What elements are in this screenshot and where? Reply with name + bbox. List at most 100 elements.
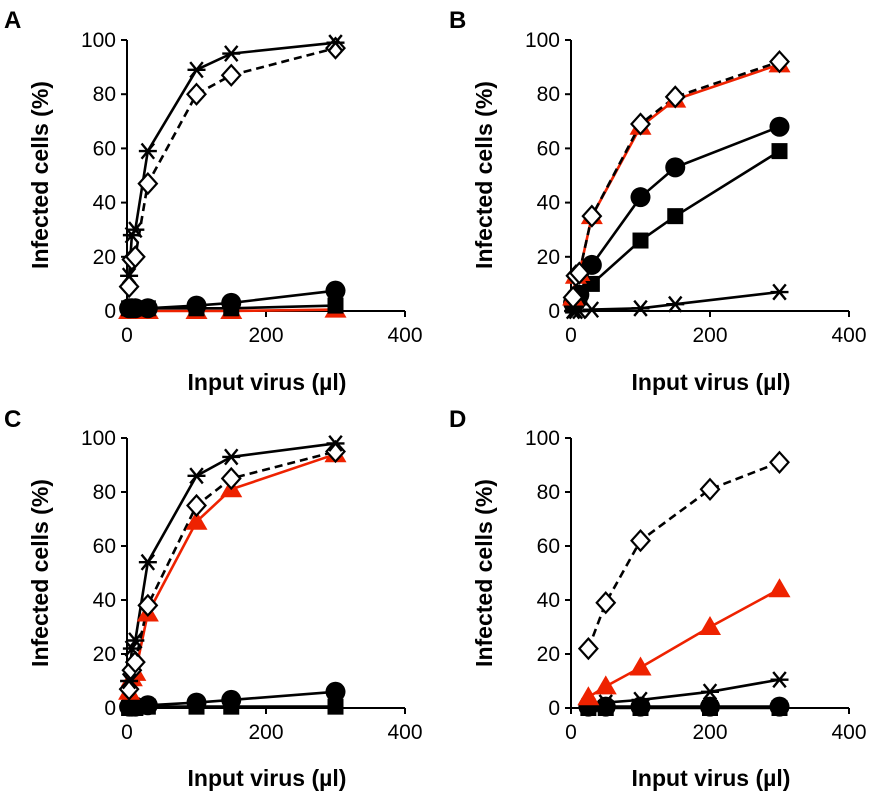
data-point xyxy=(138,142,157,160)
panel-b: B Infected cells (%) Input virus (µl) 0 2… xyxy=(449,7,867,395)
data-point xyxy=(771,143,788,160)
panel-b-xlabel: Input virus (µl) xyxy=(632,369,791,395)
y-tick-label: 20 xyxy=(93,246,116,269)
data-point xyxy=(124,650,146,674)
x-tick-label: 0 xyxy=(121,721,133,744)
data-point xyxy=(122,640,141,658)
data-point xyxy=(595,591,617,615)
data-point xyxy=(630,112,651,136)
y-tick-label: 60 xyxy=(537,137,560,160)
data-point xyxy=(577,636,599,661)
x-tick-label: 200 xyxy=(248,721,283,744)
data-point xyxy=(631,299,650,317)
x-tick-label: 200 xyxy=(692,721,727,744)
data-point xyxy=(221,689,242,710)
panel-a: A Infected cells (%) Input virus (µl) 0 2… xyxy=(4,7,423,395)
data-point xyxy=(629,656,652,676)
data-point xyxy=(137,593,159,618)
data-point xyxy=(632,232,649,249)
data-point xyxy=(220,466,242,491)
y-tick-label: 60 xyxy=(93,137,116,160)
panel-c-ticks: 0 20 40 60 80 100 0 200 400 xyxy=(81,427,423,744)
y-tick-label: 20 xyxy=(537,246,560,269)
data-point xyxy=(595,696,616,717)
data-point xyxy=(326,34,345,52)
x-tick-label: 0 xyxy=(121,324,133,347)
data-point xyxy=(126,632,145,649)
panel-d-plot xyxy=(577,450,791,717)
y-tick-label: 20 xyxy=(93,643,116,666)
data-point xyxy=(768,578,791,598)
x-tick-label: 200 xyxy=(692,324,727,347)
data-point xyxy=(769,696,790,717)
panel-a-xlabel: Input virus (µl) xyxy=(188,369,347,395)
data-point xyxy=(186,295,207,316)
data-point xyxy=(124,245,146,269)
data-point xyxy=(185,510,208,530)
data-point xyxy=(325,439,346,464)
data-point xyxy=(221,292,242,313)
series-line xyxy=(587,588,781,699)
panel-b-label: B xyxy=(449,7,466,34)
x-tick-label: 400 xyxy=(831,324,866,347)
data-point xyxy=(701,683,719,701)
data-point xyxy=(568,261,590,285)
panel-c-xlabel: Input virus (µl) xyxy=(188,765,347,791)
panel-a-label: A xyxy=(4,7,21,34)
y-tick-label: 80 xyxy=(93,83,116,106)
data-point xyxy=(120,267,139,285)
data-point xyxy=(665,157,686,178)
panel-b-plot xyxy=(562,50,791,320)
panel-c-plot xyxy=(118,434,347,717)
data-point xyxy=(186,82,207,106)
data-point xyxy=(666,295,685,313)
x-tick-label: 0 xyxy=(565,324,577,347)
data-point xyxy=(138,553,157,571)
y-tick-label: 60 xyxy=(93,535,116,558)
data-point xyxy=(577,686,600,706)
data-point xyxy=(222,448,241,466)
y-tick-label: 0 xyxy=(548,697,560,720)
y-tick-label: 80 xyxy=(93,481,116,504)
panel-d-xlabel: Input virus (µl) xyxy=(632,765,791,791)
panel-a-ticks: 0 20 40 60 80 100 0 200 400 xyxy=(81,29,423,347)
data-point xyxy=(327,698,344,715)
panel-b-ticks: 0 20 40 60 80 100 0 200 400 xyxy=(525,29,867,347)
data-point xyxy=(699,477,721,501)
panel-d: D Infected cells (%) Input virus (µl) 0 2… xyxy=(449,406,867,791)
data-point xyxy=(630,696,651,717)
y-tick-label: 100 xyxy=(525,29,560,52)
data-point xyxy=(187,467,206,485)
panel-c-ylabel: Infected cells (%) xyxy=(27,479,53,667)
data-point xyxy=(630,528,651,553)
data-point xyxy=(769,450,790,474)
panel-a-ylabel: Infected cells (%) xyxy=(27,81,53,269)
data-point xyxy=(118,677,140,701)
y-tick-label: 40 xyxy=(537,589,560,612)
panel-d-ylabel: Infected cells (%) xyxy=(471,479,497,667)
y-tick-label: 0 xyxy=(548,300,560,323)
panel-d-label: D xyxy=(449,406,466,433)
panel-b-ylabel: Infected cells (%) xyxy=(471,81,497,269)
data-point xyxy=(594,675,617,695)
data-point xyxy=(325,681,346,702)
data-point xyxy=(631,691,650,709)
data-point xyxy=(582,301,601,319)
y-tick-label: 40 xyxy=(93,192,116,215)
x-tick-label: 200 xyxy=(248,324,283,347)
data-point xyxy=(630,187,651,208)
y-tick-label: 0 xyxy=(104,697,116,720)
series-line xyxy=(587,461,780,650)
panel-c: C Infected cells (%) Input virus (µl) 0 2… xyxy=(4,406,423,791)
data-point xyxy=(562,285,584,310)
data-point xyxy=(222,45,241,62)
data-point xyxy=(118,274,140,299)
data-point xyxy=(120,672,139,690)
data-point xyxy=(325,280,346,301)
data-point xyxy=(186,493,207,518)
data-point xyxy=(137,171,159,196)
x-tick-label: 400 xyxy=(831,721,866,744)
y-tick-label: 100 xyxy=(81,427,116,450)
data-point xyxy=(770,283,789,301)
